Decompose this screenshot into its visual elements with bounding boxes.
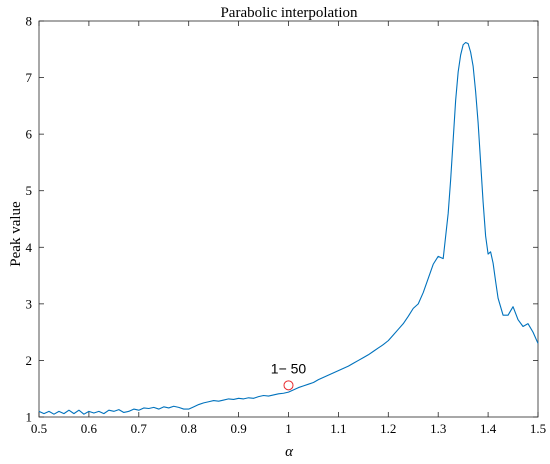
y-tick-label: 2 — [26, 353, 33, 368]
annotation-label: 1− 50 — [271, 360, 307, 376]
x-tick-label: 1 — [285, 421, 292, 436]
y-tick-label: 5 — [26, 183, 33, 198]
x-tick-label: 1.1 — [330, 421, 346, 436]
x-tick-label: 0.8 — [181, 421, 197, 436]
plot-area: 0.5 0.6 0.7 0.8 0.9 1 1.1 1.2 1.3 1.4 1.5 1 2 3 4 5 6 7 8 1… — [26, 14, 547, 437]
y-tick-label: 7 — [26, 70, 33, 85]
y-tick-label: 1 — [26, 410, 33, 425]
chart-title: Parabolic interpolation — [220, 5, 358, 21]
y-axis-label: Peak value — [8, 201, 24, 267]
x-tick-label: 1.4 — [480, 421, 497, 436]
x-tick-label: 0.5 — [31, 421, 47, 436]
x-tick-label: 0.9 — [230, 421, 246, 436]
series-line — [38, 41, 539, 415]
x-axis-label: α — [285, 444, 294, 460]
x-tick-label: 0.6 — [81, 421, 98, 436]
x-tick-label: 1.2 — [380, 421, 396, 436]
annotation-marker — [283, 380, 294, 391]
y-tick-label: 3 — [26, 296, 33, 311]
y-tick-label: 4 — [26, 240, 33, 255]
y-tick-label: 6 — [26, 127, 33, 142]
x-tick-label: 1.5 — [530, 421, 546, 436]
y-tick-label: 8 — [26, 14, 33, 29]
x-tick-label: 1.3 — [430, 421, 446, 436]
axes-box — [38, 20, 539, 418]
x-tick-label: 0.7 — [131, 421, 148, 436]
